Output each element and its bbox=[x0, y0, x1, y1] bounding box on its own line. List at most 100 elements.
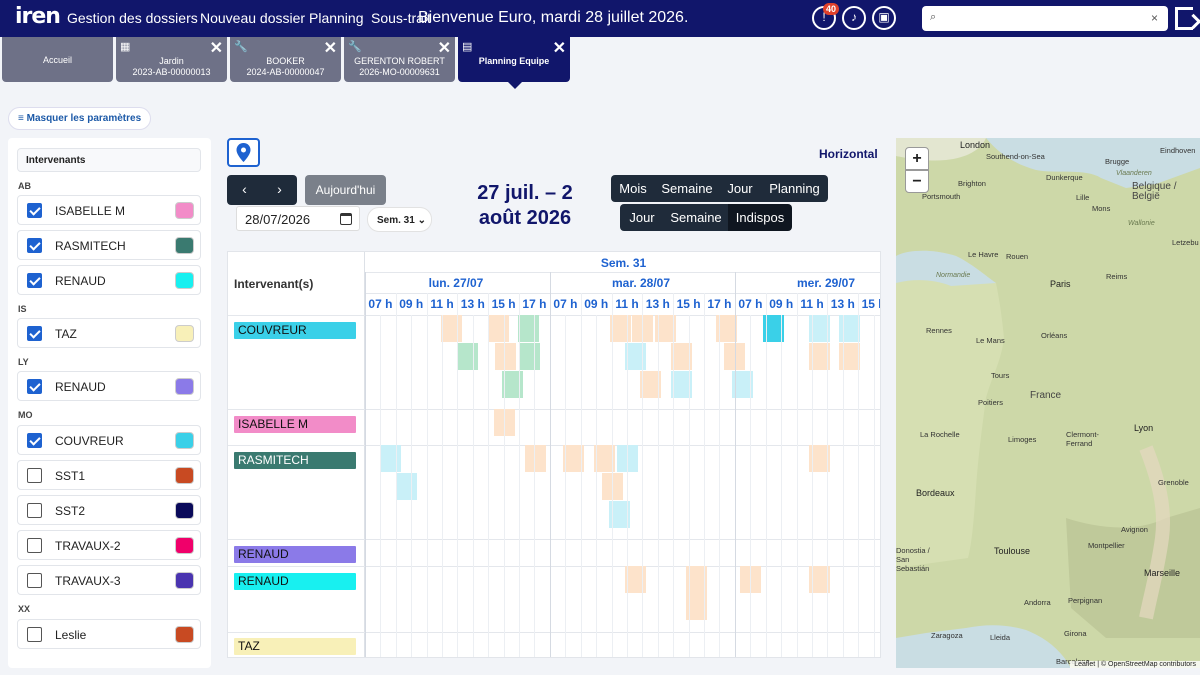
unavailability-block[interactable] bbox=[809, 343, 830, 370]
unavailability-block[interactable] bbox=[625, 343, 646, 370]
resource-row-renaud-ly[interactable]: RENAUD bbox=[234, 546, 356, 563]
orientation-label[interactable]: Horizontal bbox=[819, 147, 878, 161]
date-input[interactable]: 28/07/2026 bbox=[236, 206, 360, 231]
checkbox[interactable] bbox=[27, 203, 42, 218]
unavailability-block[interactable] bbox=[809, 445, 830, 472]
unavailability-block[interactable] bbox=[594, 445, 615, 472]
color-swatch[interactable] bbox=[175, 378, 194, 395]
tab-gerenton-robert[interactable]: 🔧 ✕ GERENTON ROBERT 2026-MO-00009631 bbox=[344, 37, 455, 82]
resource-view-indispos-button[interactable]: Indispos bbox=[728, 204, 792, 231]
person-item-travaux-2[interactable]: TRAVAUX-2 bbox=[17, 530, 201, 560]
view-mois-button[interactable]: Mois bbox=[611, 175, 655, 202]
unavailability-block[interactable] bbox=[380, 445, 401, 472]
color-swatch[interactable] bbox=[175, 572, 194, 589]
person-item-taz[interactable]: TAZ bbox=[17, 318, 201, 348]
checkbox[interactable] bbox=[27, 379, 42, 394]
unavailability-block[interactable] bbox=[563, 445, 584, 472]
today-button[interactable]: Aujourd'hui bbox=[305, 175, 386, 205]
color-swatch[interactable] bbox=[175, 502, 194, 519]
checkbox[interactable] bbox=[27, 573, 42, 588]
unavailability-block[interactable] bbox=[495, 343, 516, 370]
checkbox[interactable] bbox=[27, 273, 42, 288]
nav-sous-traitance[interactable]: Sous-traitance bbox=[371, 10, 431, 26]
nav-gestion-dossiers[interactable]: Gestion des dossiers bbox=[67, 10, 198, 26]
color-swatch[interactable] bbox=[175, 202, 194, 219]
person-item-couvreur[interactable]: COUVREUR bbox=[17, 425, 201, 455]
checkbox[interactable] bbox=[27, 238, 42, 253]
person-item-leslie[interactable]: Leslie bbox=[17, 619, 201, 649]
unavailability-block[interactable] bbox=[625, 566, 646, 593]
close-icon[interactable]: ✕ bbox=[552, 40, 566, 57]
person-item-travaux-3[interactable]: TRAVAUX-3 bbox=[17, 565, 201, 595]
checkbox[interactable] bbox=[27, 433, 42, 448]
person-item-rasmitech[interactable]: RASMITECH bbox=[17, 230, 201, 260]
color-swatch[interactable] bbox=[175, 467, 194, 484]
tab-jardin[interactable]: ▦ ✕ Jardin 2023-AB-00000013 bbox=[116, 37, 227, 82]
close-icon[interactable]: ✕ bbox=[323, 40, 337, 57]
resource-row-renaud-ab[interactable]: RENAUD bbox=[234, 573, 356, 590]
unavailability-block[interactable] bbox=[686, 566, 707, 593]
resource-view-jour-button[interactable]: Jour bbox=[620, 204, 664, 231]
unavailability-block[interactable] bbox=[655, 315, 676, 342]
resource-row-rasmitech[interactable]: RASMITECH bbox=[234, 452, 356, 469]
unavailability-block[interactable] bbox=[809, 566, 830, 593]
color-swatch[interactable] bbox=[175, 272, 194, 289]
app-logo[interactable]: iren bbox=[15, 4, 61, 29]
color-swatch[interactable] bbox=[175, 237, 194, 254]
package-icon[interactable]: ▣ bbox=[872, 6, 896, 30]
unavailability-block[interactable] bbox=[441, 315, 462, 342]
person-item-isabelle-m[interactable]: ISABELLE M bbox=[17, 195, 201, 225]
zoom-in-button[interactable]: + bbox=[905, 147, 929, 170]
hide-parameters-button[interactable]: ≡ Masquer les paramètres bbox=[8, 107, 152, 130]
color-swatch[interactable] bbox=[175, 537, 194, 554]
map-attribution[interactable]: Leaflet | © OpenStreetMap contributors bbox=[1070, 661, 1200, 668]
resource-row-isabelle-m[interactable]: ISABELLE M bbox=[234, 416, 356, 433]
search-clear-icon[interactable]: × bbox=[1150, 11, 1158, 25]
logout-icon[interactable] bbox=[1175, 7, 1193, 30]
color-swatch[interactable] bbox=[175, 325, 194, 342]
unavailability-block[interactable] bbox=[671, 343, 692, 370]
unavailability-block[interactable] bbox=[640, 371, 661, 398]
checkbox[interactable] bbox=[27, 538, 42, 553]
color-swatch[interactable] bbox=[175, 432, 194, 449]
person-item-renaud-ly[interactable]: RENAUD bbox=[17, 371, 201, 401]
unavailability-block[interactable] bbox=[671, 371, 692, 398]
checkbox[interactable] bbox=[27, 503, 42, 518]
unavailability-block[interactable] bbox=[519, 343, 540, 370]
close-icon[interactable]: ✕ bbox=[209, 40, 223, 57]
map[interactable]: London Southend-on-Sea Brugge Eindhoven … bbox=[896, 138, 1200, 668]
checkbox[interactable] bbox=[27, 468, 42, 483]
view-jour-button[interactable]: Jour bbox=[719, 175, 761, 202]
nav-planning[interactable]: Planning bbox=[309, 10, 364, 26]
tab-accueil[interactable]: Accueil bbox=[2, 37, 113, 82]
bell-icon[interactable]: ♪ bbox=[842, 6, 866, 30]
unavailability-block[interactable] bbox=[716, 315, 737, 342]
unavailability-block[interactable] bbox=[724, 343, 745, 370]
color-swatch[interactable] bbox=[175, 626, 194, 643]
unavailability-block[interactable] bbox=[518, 315, 539, 342]
checkbox[interactable] bbox=[27, 627, 42, 642]
resource-row-taz[interactable]: TAZ bbox=[234, 638, 356, 655]
unavailability-block[interactable] bbox=[732, 371, 753, 398]
search-input[interactable] bbox=[946, 9, 1136, 28]
unavailability-block[interactable] bbox=[763, 315, 784, 342]
person-item-renaud-ab[interactable]: RENAUD bbox=[17, 265, 201, 295]
chevron-right-icon[interactable]: › bbox=[277, 181, 282, 197]
checkbox[interactable] bbox=[27, 326, 42, 341]
unavailability-block[interactable] bbox=[839, 315, 860, 342]
person-item-sst2[interactable]: SST2 bbox=[17, 495, 201, 525]
map-pin-button[interactable] bbox=[227, 138, 260, 167]
unavailability-block[interactable] bbox=[686, 593, 707, 620]
week-select[interactable]: Sem. 31 ⌄ bbox=[367, 207, 432, 232]
zoom-out-button[interactable]: − bbox=[905, 170, 929, 193]
unavailability-block[interactable] bbox=[396, 473, 417, 500]
unavailability-block[interactable] bbox=[488, 315, 509, 342]
close-icon[interactable]: ✕ bbox=[437, 40, 451, 57]
unavailability-block[interactable] bbox=[525, 445, 546, 472]
nav-nouveau-dossier[interactable]: Nouveau dossier bbox=[200, 10, 306, 26]
resource-row-couvreur[interactable]: COUVREUR bbox=[234, 322, 356, 339]
view-planning-button[interactable]: Planning bbox=[761, 175, 828, 202]
calendar-picker-icon[interactable] bbox=[340, 213, 352, 225]
resource-view-semaine-button[interactable]: Semaine bbox=[664, 204, 728, 231]
person-item-sst1[interactable]: SST1 bbox=[17, 460, 201, 490]
